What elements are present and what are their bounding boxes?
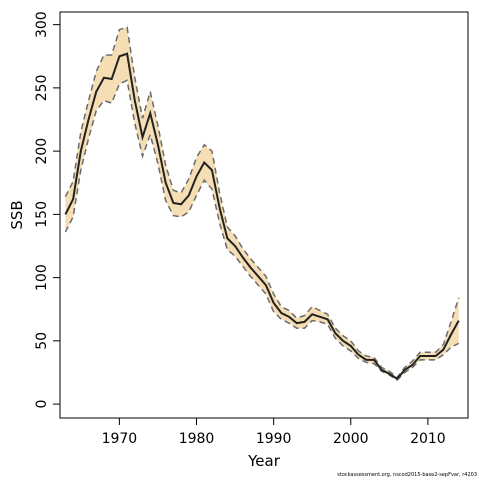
x-tick-label: 2010 <box>410 431 446 447</box>
y-tick-label: 250 <box>34 75 50 102</box>
footnote: stockassessment.org, nscod2015-base2-sep… <box>337 472 477 478</box>
lower-bound-line <box>64 79 460 382</box>
upper-bound-line <box>64 26 460 379</box>
plot-area <box>64 26 460 382</box>
x-tick-label: 1980 <box>179 431 215 447</box>
x-tick-label: 1970 <box>102 431 138 447</box>
y-tick-label: 100 <box>34 264 50 291</box>
axes: 1970 1980 1990 2000 2010 0 50 100 150 200 250 300 <box>34 11 446 447</box>
y-tick-label: 200 <box>34 138 50 165</box>
confidence-band <box>65 27 459 381</box>
y-tick-label: 150 <box>34 201 50 228</box>
x-tick-label: 1990 <box>256 431 292 447</box>
y-tick-label: 0 <box>34 400 50 409</box>
plot-frame <box>59 11 469 419</box>
y-axis-title: SSB <box>8 200 26 229</box>
x-tick-label: 2000 <box>333 431 369 447</box>
ssb-estimate-line <box>64 52 460 381</box>
y-tick-label: 50 <box>34 332 50 350</box>
x-axis-title: Year <box>247 452 281 470</box>
y-tick-label: 300 <box>34 11 50 38</box>
